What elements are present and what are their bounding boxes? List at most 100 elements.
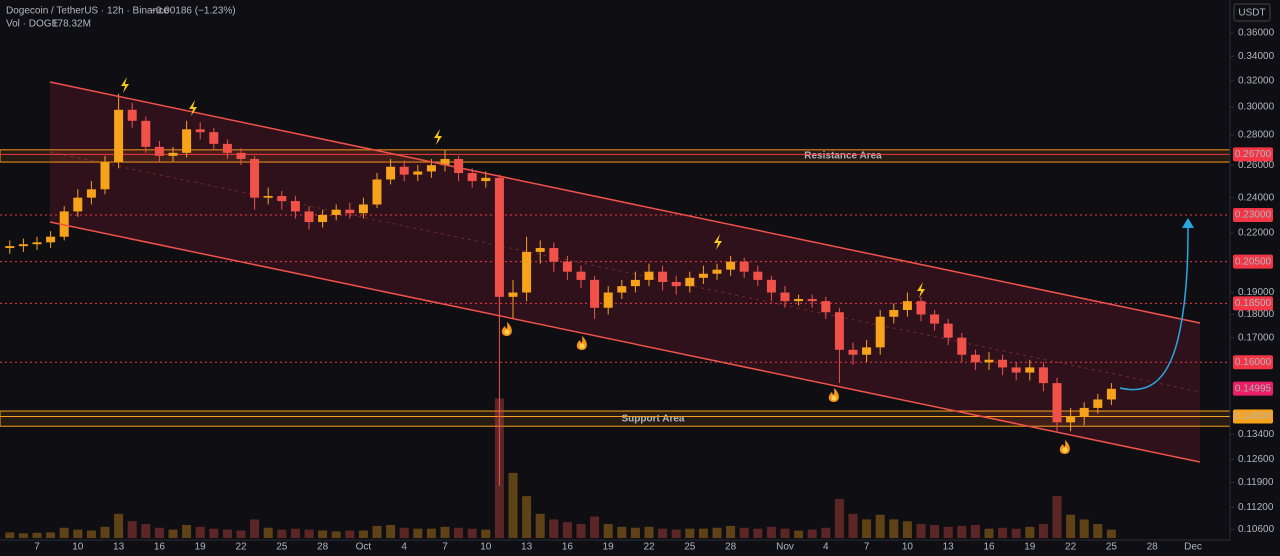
volume-bar xyxy=(576,524,586,538)
volume-bar xyxy=(807,529,817,538)
x-tick-label: 16 xyxy=(154,542,166,553)
volume-bar xyxy=(644,526,654,538)
candles xyxy=(5,93,1116,486)
y-tick-label: 0.32000 xyxy=(1238,75,1275,86)
volume-bar xyxy=(630,527,640,538)
bolt-icon xyxy=(189,100,197,116)
candle-body xyxy=(236,152,246,159)
level-label-box xyxy=(1233,355,1273,370)
candle-body xyxy=(902,301,912,310)
candle-body xyxy=(345,209,355,214)
candle-body xyxy=(386,166,396,180)
volume-bar xyxy=(127,521,137,538)
candle-body xyxy=(780,292,790,302)
candle-body xyxy=(726,261,736,270)
volume-bar xyxy=(304,529,314,538)
volume-bar xyxy=(780,528,790,538)
volume-bar xyxy=(263,527,273,538)
y-tick-label: 0.18000 xyxy=(1238,309,1275,320)
y-tick-label: 0.19000 xyxy=(1238,287,1275,298)
volume-bar xyxy=(739,527,749,538)
y-tick-label: 0.11200 xyxy=(1238,502,1274,513)
volume-bar xyxy=(86,530,96,538)
volume-bar xyxy=(889,519,899,538)
volume-bar xyxy=(454,527,464,538)
bolt-icon xyxy=(434,129,442,145)
bolt-icon xyxy=(714,234,722,250)
fire-core xyxy=(504,329,510,335)
candle-body xyxy=(658,271,668,282)
candle-body xyxy=(114,109,124,163)
level-label: 0.14995 xyxy=(1235,383,1272,394)
candle-body xyxy=(290,201,300,212)
candle-body xyxy=(766,279,776,293)
volume-bar xyxy=(209,528,219,538)
fire-core xyxy=(1062,447,1068,453)
volume-bar xyxy=(290,528,300,538)
volume-bar xyxy=(930,524,940,538)
volume-bar xyxy=(957,525,967,538)
candle-body xyxy=(481,177,491,182)
candle-body xyxy=(440,158,450,166)
volume-bar xyxy=(1079,519,1089,538)
zone xyxy=(0,410,1231,427)
candle-body xyxy=(127,109,137,121)
x-axis: 7 10 13 16 19 22 25 28 Oct 4 7 10 13 16 19 22 25 28 Nov 4 7 1… xyxy=(34,542,1202,553)
candle-body xyxy=(1025,367,1035,373)
candle-body xyxy=(848,349,858,355)
volume-bar xyxy=(195,526,205,538)
volume-bar xyxy=(168,529,178,538)
volume-bar xyxy=(1066,514,1076,538)
x-tick-label: 22 xyxy=(1065,542,1077,553)
candle-body xyxy=(250,158,260,198)
candle-body xyxy=(399,166,409,175)
level-label-box xyxy=(1233,147,1273,162)
level-label-box xyxy=(1233,409,1273,424)
candle-body xyxy=(141,120,151,147)
y-tick-label: 0.28000 xyxy=(1238,130,1275,141)
volume-bar xyxy=(562,522,572,538)
candle-body xyxy=(195,129,205,133)
x-tick-label: 28 xyxy=(1147,542,1159,553)
candle-body xyxy=(494,177,504,297)
volume-bar xyxy=(726,525,736,538)
candle-body xyxy=(508,292,518,297)
candle-body xyxy=(671,281,681,287)
candle-body xyxy=(331,209,341,215)
x-tick-label: 28 xyxy=(317,542,329,553)
volume-bar xyxy=(467,528,477,538)
volume-bar xyxy=(114,513,124,538)
candle-body xyxy=(1093,399,1103,408)
volume-bar xyxy=(984,528,994,538)
volume-bar xyxy=(1025,526,1035,538)
x-tick-label: Dec xyxy=(1184,542,1202,553)
volume-bar xyxy=(603,524,613,538)
candle-body xyxy=(5,246,15,249)
x-tick-label: 10 xyxy=(902,542,914,553)
fire-core xyxy=(831,395,837,401)
volume-bar xyxy=(821,527,831,538)
candle-body xyxy=(984,359,994,363)
volume-bar xyxy=(794,530,804,538)
x-tick-label: 19 xyxy=(1024,542,1036,553)
candle-body xyxy=(1106,388,1116,400)
candle-body xyxy=(154,146,164,156)
volume-bar xyxy=(685,528,695,538)
candle-body xyxy=(590,279,600,308)
volume-bar xyxy=(902,521,912,538)
level-label: 0.18500 xyxy=(1235,298,1272,309)
level-labels: 0.26700 0.23000 0.20500 0.18500 0.16000 0.149… xyxy=(1233,147,1273,424)
x-tick-label: 28 xyxy=(725,542,737,553)
candle-body xyxy=(522,251,532,293)
volume-bar xyxy=(236,530,246,538)
volume-bar xyxy=(862,519,872,538)
level-label-box xyxy=(1233,254,1273,269)
volume-bar xyxy=(345,530,355,538)
candle-body xyxy=(426,165,436,172)
volume-bar xyxy=(32,532,42,538)
volume-label: Vol · DOGE xyxy=(6,19,59,30)
volume-bar xyxy=(413,528,423,538)
x-tick-label: 16 xyxy=(983,542,995,553)
channel-fill xyxy=(50,82,1200,462)
